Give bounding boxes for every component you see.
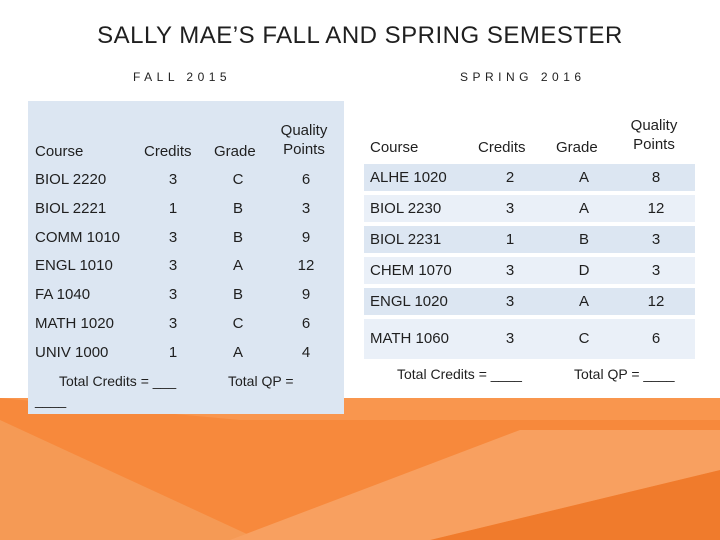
table-row: BIOL 2231 1 B 3: [364, 226, 695, 253]
fall-header-quality-points: Quality Points: [274, 121, 334, 159]
fall-header-grade: Grade: [214, 143, 256, 160]
course-cell: ENGL 1020: [370, 293, 448, 310]
course-cell: MATH 1060: [370, 330, 449, 347]
orange-band-light: [0, 420, 260, 540]
qp-cell: 9: [301, 229, 311, 246]
grade-cell: D: [578, 262, 590, 279]
credits-cell: 3: [168, 229, 178, 246]
grade-cell: C: [578, 330, 590, 347]
course-cell: CHEM 1070: [370, 262, 452, 279]
fall-semester-label: FALL 2015: [133, 70, 232, 84]
spring-header-quality-line2: Points: [633, 136, 675, 153]
qp-cell: 3: [301, 200, 311, 217]
spring-header-quality-line1: Quality: [630, 117, 678, 134]
grade-cell: B: [232, 286, 243, 303]
grade-cell: B: [578, 231, 589, 248]
spring-header-course: Course: [370, 139, 419, 156]
spring-total-credits: Total Credits = ____: [397, 366, 522, 382]
course-cell: UNIV 1000: [35, 344, 109, 361]
credits-cell: 1: [168, 200, 178, 217]
spring-header-grade: Grade: [556, 139, 598, 156]
course-cell: ALHE 1020: [370, 169, 447, 186]
spring-table: Course Credits Grade Quality Points ALHE…: [364, 104, 695, 394]
grade-cell: A: [578, 169, 589, 186]
spring-header-quality-points: Quality Points: [619, 116, 689, 154]
grade-cell: C: [232, 171, 244, 188]
credits-cell: 3: [505, 200, 515, 217]
spring-header-credits: Credits: [478, 139, 526, 156]
fall-header-quality-line2: Points: [283, 141, 325, 158]
qp-cell: 6: [301, 315, 311, 332]
table-row: UNIV 1000 1 A 4: [28, 339, 344, 366]
qp-cell: 12: [647, 200, 665, 217]
course-cell: ENGL 1010: [35, 257, 113, 274]
fall-total-credits: Total Credits = ___: [59, 373, 177, 389]
table-row: BIOL 2230 3 A 12: [364, 195, 695, 222]
qp-cell: 4: [301, 344, 311, 361]
table-row: MATH 1060 3 C 6: [364, 319, 695, 359]
qp-cell: 8: [651, 169, 661, 186]
table-row: ENGL 1010 3 A 12: [28, 252, 344, 279]
fall-total-qp: Total QP =: [228, 373, 294, 389]
qp-cell: 3: [651, 262, 661, 279]
table-row: FA 1040 3 B 9: [28, 281, 344, 308]
table-row: ALHE 1020 2 A 8: [364, 164, 695, 191]
qp-cell: 12: [297, 257, 315, 274]
spring-semester-label: SPRING 2016: [460, 70, 586, 84]
credits-cell: 3: [505, 330, 515, 347]
table-row: BIOL 2220 3 C 6: [28, 166, 344, 193]
course-cell: BIOL 2221: [35, 200, 107, 217]
credits-cell: 3: [168, 315, 178, 332]
credits-cell: 1: [505, 231, 515, 248]
grade-cell: A: [232, 344, 243, 361]
grade-cell: C: [232, 315, 244, 332]
credits-cell: 2: [505, 169, 515, 186]
grade-cell: A: [232, 257, 243, 274]
credits-cell: 3: [168, 171, 178, 188]
fall-table: Course Credits Grade Quality Points BIOL…: [28, 101, 344, 414]
fall-header-credits: Credits: [144, 143, 192, 160]
course-cell: FA 1040: [35, 286, 91, 303]
fall-header-quality-line1: Quality: [280, 122, 328, 139]
course-cell: BIOL 2231: [370, 231, 442, 248]
credits-cell: 3: [505, 262, 515, 279]
table-row: CHEM 1070 3 D 3: [364, 257, 695, 284]
qp-cell: 6: [651, 330, 661, 347]
course-cell: BIOL 2220: [35, 171, 107, 188]
slide-title: SALLY MAE’S FALL AND SPRING SEMESTER: [97, 22, 623, 49]
credits-cell: 3: [505, 293, 515, 310]
table-row: ENGL 1020 3 A 12: [364, 288, 695, 315]
course-cell: BIOL 2230: [370, 200, 442, 217]
credits-cell: 3: [168, 257, 178, 274]
table-row: BIOL 2221 1 B 3: [28, 195, 344, 222]
qp-cell: 12: [647, 293, 665, 310]
fall-header-course: Course: [35, 143, 84, 160]
fall-total-credits-continued: ____: [35, 392, 67, 408]
grade-cell: B: [232, 200, 243, 217]
course-cell: COMM 1010: [35, 229, 121, 246]
grade-cell: B: [232, 229, 243, 246]
table-row: COMM 1010 3 B 9: [28, 224, 344, 251]
qp-cell: 6: [301, 171, 311, 188]
course-cell: MATH 1020: [35, 315, 114, 332]
credits-cell: 3: [168, 286, 178, 303]
orange-band-accent: [230, 430, 720, 540]
qp-cell: 3: [651, 231, 661, 248]
table-row: MATH 1020 3 C 6: [28, 310, 344, 337]
credits-cell: 1: [168, 344, 178, 361]
grade-cell: A: [578, 200, 589, 217]
grade-cell: A: [578, 293, 589, 310]
qp-cell: 9: [301, 286, 311, 303]
spring-total-qp: Total QP = ____: [574, 366, 675, 382]
